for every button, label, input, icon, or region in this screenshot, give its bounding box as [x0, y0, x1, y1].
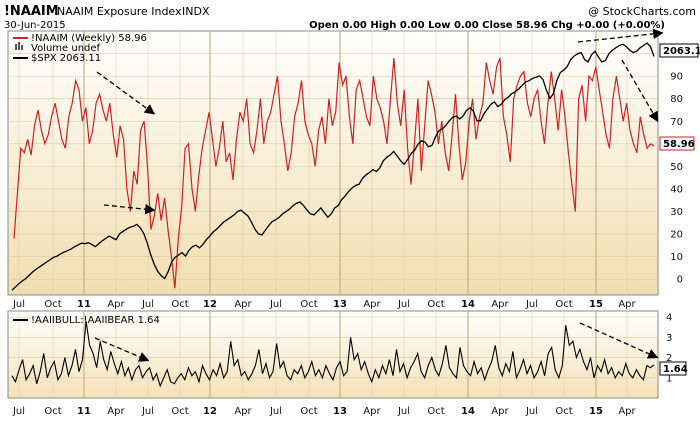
spx-last-value: 2063.11 [663, 46, 700, 57]
spx-series-line [11, 42, 655, 291]
main-x-tick-label: Oct [44, 299, 61, 310]
lower-x-tick-label: Apr [363, 406, 381, 417]
main-y-tick-label: 80 [670, 94, 683, 105]
main-x-tick-label: 12 [203, 299, 217, 310]
main-y-tick-label: 50 [670, 162, 683, 173]
main-x-tick-label: 11 [77, 299, 91, 310]
spx-value-tag [659, 43, 699, 58]
lower-y-tick-label: 1 [666, 373, 672, 384]
main-x-tick-label: Oct [555, 299, 572, 310]
legend-naaim: !NAAIM (Weekly) 58.96 [31, 33, 147, 44]
lower-x-tick-label: Apr [491, 406, 509, 417]
main-y-tick-label: 20 [670, 230, 683, 241]
trend-arrow-naaim-2011 [96, 71, 156, 115]
index-name: NAAIM Exposure Index [57, 5, 182, 18]
main-x-tick-label: Jul [397, 299, 410, 310]
symbol-label: !NAAIM [4, 4, 59, 19]
lower-x-tick-label: Oct [555, 406, 572, 417]
lower-x-tick-label: Apr [618, 406, 636, 417]
trend-arrows-lower [94, 322, 659, 362]
main-y-tick-label: 0 [677, 275, 683, 286]
main-panel [7, 30, 659, 296]
trend-arrows-main [96, 28, 664, 215]
main-legend: !NAAIM (Weekly) 58.96 Volume undef $SPX … [13, 33, 147, 64]
lower-lines [11, 321, 655, 388]
lower-x-tick-label: 12 [203, 406, 217, 417]
lower-x-tick-label: 15 [589, 406, 603, 417]
lower-x-tick-label: 14 [461, 406, 475, 417]
main-x-tick-label: Apr [618, 299, 636, 310]
legend-volume: Volume undef [31, 43, 101, 54]
lower-panel [7, 310, 659, 399]
main-x-tick-label: 13 [333, 299, 347, 310]
lower-x-tick-label: Jul [525, 406, 538, 417]
main-x-tick-label: Oct [171, 299, 188, 310]
date-label: 30-Jun-2015 [4, 20, 66, 31]
main-x-tick-label: Jul [141, 299, 154, 310]
main-x-axis: Jul Oct 11 Apr Jul Oct 12 Apr Jul Oct 13 Apr Jul Oct 1… [12, 299, 637, 310]
lower-x-tick-label: Jul [397, 406, 410, 417]
lower-x-tick-label: 13 [333, 406, 347, 417]
lower-x-tick-label: Oct [427, 406, 444, 417]
main-x-tick-label: Oct [300, 299, 317, 310]
main-x-tick-label: Apr [107, 299, 125, 310]
ratio-last-value: 1.64 [663, 364, 688, 375]
lower-y-axis: 1 2 3 4 [666, 313, 672, 385]
main-lines [11, 42, 655, 291]
naaim-last-value: 58.96 [663, 139, 695, 150]
lower-x-tick-label: Apr [107, 406, 125, 417]
lower-legend: !AAIIBULL:!AAIIBEAR 1.64 [13, 315, 160, 326]
lower-x-tick-label: 11 [77, 406, 91, 417]
main-grid [8, 31, 658, 295]
trend-arrow-spx-2015 [577, 28, 664, 43]
main-y-axis: 0102030405060708090100 [664, 49, 683, 286]
trend-arrow-spx-2011 [103, 204, 156, 215]
lower-x-tick-label: Apr [234, 406, 252, 417]
lower-grid [8, 311, 658, 398]
lower-x-tick-label: Jul [269, 406, 282, 417]
main-y-tick-label: 40 [670, 184, 683, 195]
ratio-value-tag [659, 361, 687, 376]
main-y-tick-label: 90 [670, 72, 683, 83]
main-y-tick-label: 30 [670, 207, 683, 218]
main-x-tick-label: Jul [12, 299, 25, 310]
lower-x-tick-label: Jul [141, 406, 154, 417]
lower-x-tick-label: Jul [12, 406, 25, 417]
lower-y-tick-label: 3 [666, 333, 672, 344]
trend-arrow-aaii-2011 [94, 337, 150, 362]
last-value-tags: 2063.11 58.96 [659, 43, 700, 151]
trend-arrow-naaim-2015 [621, 59, 659, 123]
naaim-value-tag [659, 136, 695, 151]
legend-aaii-ratio: !AAIIBULL:!AAIIBEAR 1.64 [31, 315, 160, 326]
ratio-value-tag-group: 1.64 [659, 361, 688, 376]
lower-x-tick-label: Oct [171, 406, 188, 417]
exchange-label: INDX [182, 5, 210, 18]
legend-spx: $SPX 2063.11 [31, 53, 101, 64]
main-y-tick-label: 10 [670, 252, 683, 263]
main-x-tick-label: Apr [234, 299, 252, 310]
main-y-tick-label: 70 [670, 117, 683, 128]
watermark: @ StockCharts.com [588, 5, 696, 18]
ohlc-readout: Open 0.00 High 0.00 Low 0.00 Close 58.96… [309, 20, 665, 31]
naaim-series-line [13, 57, 655, 289]
lower-y-tick-label: 2 [666, 353, 672, 364]
main-x-tick-label: 14 [461, 299, 475, 310]
lower-x-tick-label: Oct [44, 406, 61, 417]
main-x-tick-label: Jul [269, 299, 282, 310]
lower-y-tick-label: 4 [666, 313, 672, 324]
main-x-tick-label: Apr [491, 299, 509, 310]
main-x-tick-label: Oct [427, 299, 444, 310]
trend-arrow-aaii-2015 [579, 322, 659, 359]
aaii-ratio-line [11, 321, 655, 388]
lower-x-tick-label: Oct [300, 406, 317, 417]
main-x-tick-label: Jul [525, 299, 538, 310]
main-x-tick-label: Apr [363, 299, 381, 310]
main-x-tick-label: 15 [589, 299, 603, 310]
lower-x-axis: Jul Oct 11 Apr Jul Oct 12 Apr Jul Oct 13 Apr Jul Oct 1… [12, 406, 637, 417]
